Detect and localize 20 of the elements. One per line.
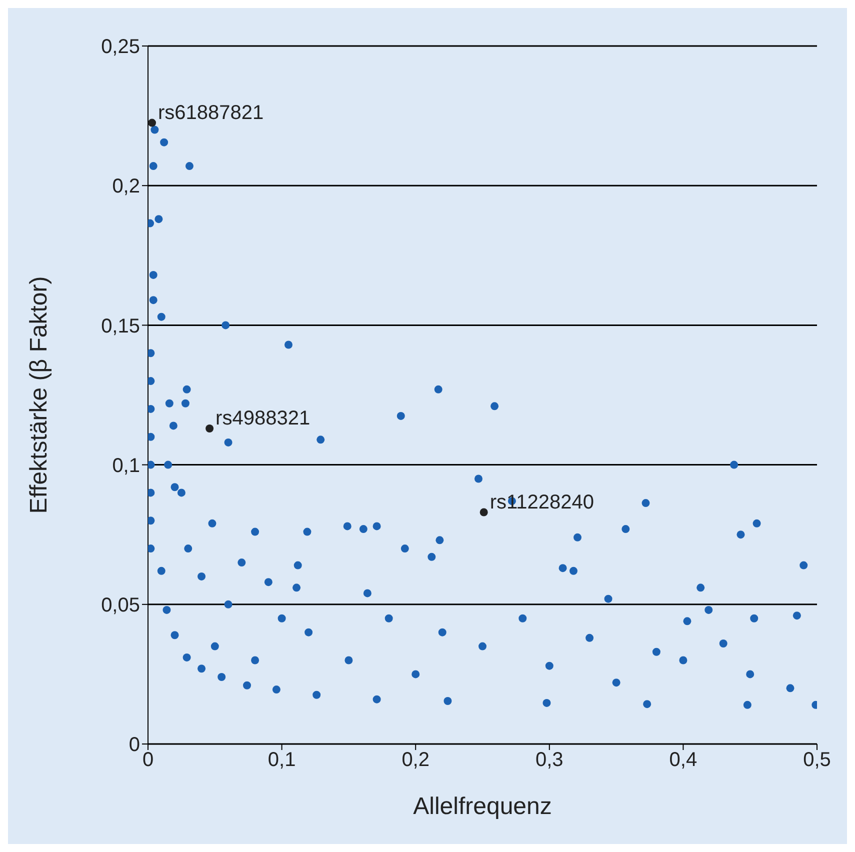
y-tick-label: 0,1 — [112, 454, 140, 477]
x-axis-title: Allelfrequenz — [413, 793, 552, 820]
x-tick-label: 0,3 — [535, 749, 564, 772]
point — [480, 508, 488, 516]
y-tick-label: 0,2 — [112, 176, 140, 198]
x-tick-label: 0,1 — [268, 749, 296, 772]
annotation: rs4988321 — [216, 408, 310, 430]
x-tick-label: 0 — [142, 749, 154, 772]
point — [148, 118, 156, 127]
x-tick-label: 0,4 — [669, 749, 698, 772]
y-tick-label: 0 — [128, 734, 140, 756]
x-tick-label: 0,5 — [803, 749, 831, 772]
y-tick-label: 0,25 — [101, 36, 140, 58]
x-tick-label: 0,2 — [402, 749, 430, 772]
annotation: rs61887821 — [158, 102, 264, 124]
y-axis-title: Effektstärke (β Faktor) — [26, 276, 53, 514]
y-tick-label: 0,05 — [101, 594, 140, 616]
point — [206, 424, 214, 433]
annotation: rs11228240 — [490, 491, 594, 514]
y-tick-label: 0,15 — [101, 315, 140, 338]
